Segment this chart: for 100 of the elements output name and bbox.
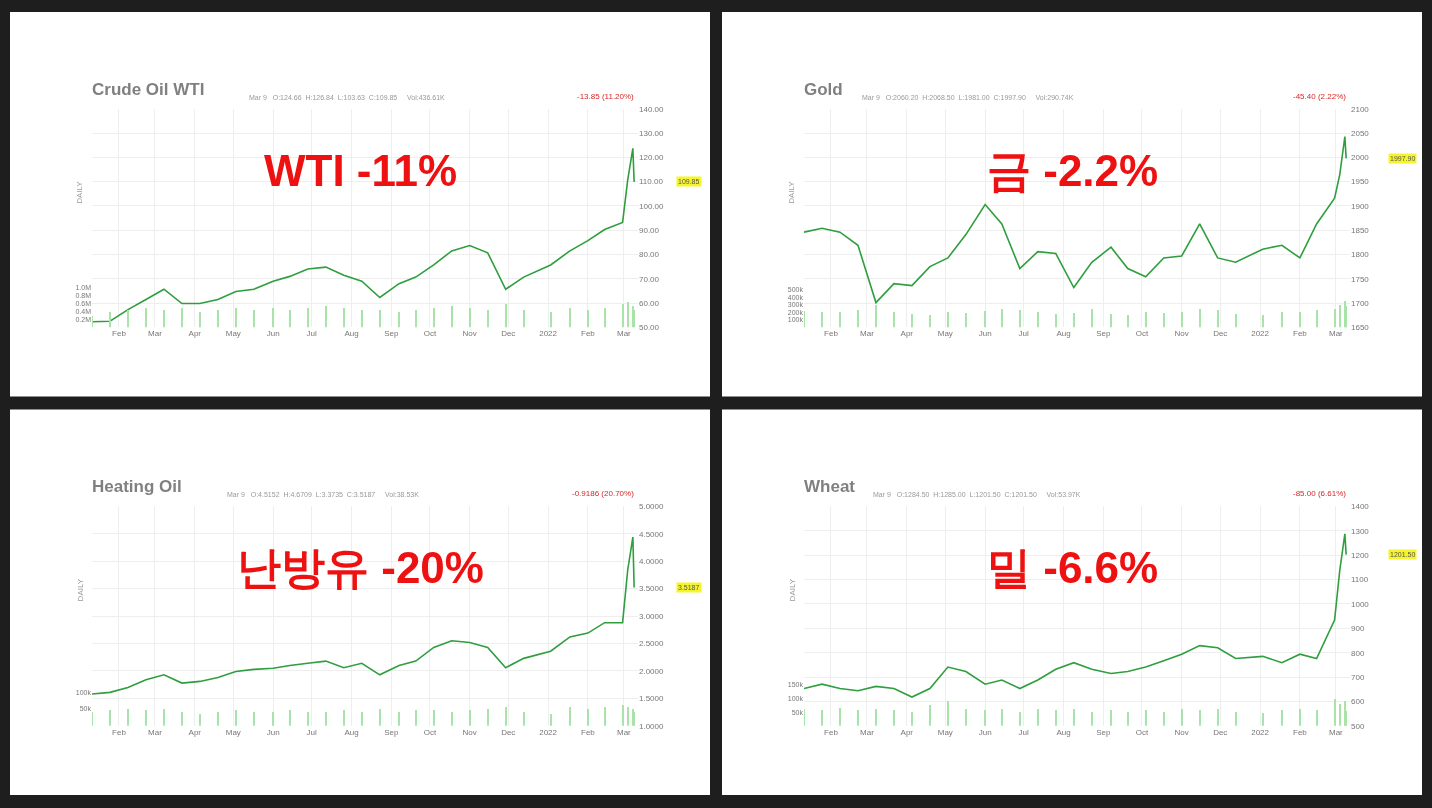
bar — [984, 710, 986, 726]
bar — [1055, 710, 1057, 726]
bar — [415, 309, 417, 328]
y-tick-label: 3.5000 — [639, 584, 665, 594]
y-tick-label: 1000 — [1351, 599, 1370, 609]
bar — [163, 309, 165, 328]
bar — [469, 307, 471, 328]
x-tick-label: Nov — [462, 727, 477, 737]
bar — [361, 309, 363, 328]
bar — [1281, 710, 1283, 726]
bar — [550, 714, 552, 726]
bar — [325, 305, 327, 328]
bar — [622, 303, 624, 328]
bar — [523, 712, 525, 726]
bar — [272, 307, 274, 328]
bar — [199, 714, 201, 726]
chart-title: Crude Oil WTI — [92, 80, 205, 99]
bar — [839, 311, 841, 328]
line-series — [92, 147, 635, 323]
bar — [947, 311, 949, 328]
bar — [893, 311, 895, 328]
x-tick-label: Jun — [266, 329, 280, 339]
bar — [1110, 710, 1112, 726]
x-tick-label: Feb — [824, 329, 839, 339]
y-tick-label: 900 — [1351, 624, 1365, 634]
bar — [451, 305, 453, 328]
bar — [145, 710, 147, 726]
bar — [1127, 712, 1129, 726]
y-tick-label: 2050 — [1351, 128, 1370, 138]
bar — [1316, 710, 1318, 726]
bar — [398, 311, 400, 328]
y-tick-label: 130.00 — [639, 128, 665, 138]
bar — [1235, 313, 1237, 328]
bar — [911, 712, 913, 726]
bar — [587, 709, 589, 726]
bar — [1145, 710, 1147, 726]
x-tick-label: Feb — [1293, 329, 1308, 339]
bar — [253, 712, 255, 726]
x-tick-label: Sep — [384, 329, 400, 339]
x-tick-label: Oct — [423, 329, 437, 339]
y-tick-label: 80.00 — [639, 250, 660, 260]
bar — [587, 309, 589, 328]
bar — [343, 710, 345, 726]
y-tick-label: 60.00 — [639, 298, 660, 308]
y-tick-label: 4.0000 — [639, 557, 665, 567]
line-series — [92, 536, 635, 695]
bar — [289, 710, 291, 726]
y-tick-label: 600 — [1351, 697, 1365, 707]
y-tick-label: 4.5000 — [639, 529, 665, 539]
x-tick-label: Jul — [1018, 329, 1030, 339]
annotation: 난방유 -20% — [237, 543, 484, 592]
bar — [627, 707, 629, 726]
y-tick-label: 1300 — [1351, 526, 1370, 536]
bar — [217, 309, 219, 328]
x-tick-label: Aug — [344, 727, 359, 737]
bar — [821, 311, 823, 328]
bar — [361, 712, 363, 726]
bar — [127, 709, 129, 726]
bar — [929, 705, 931, 726]
bar — [1262, 713, 1264, 726]
bar — [109, 311, 111, 328]
bar — [379, 309, 381, 328]
x-tick-label: Feb — [824, 727, 839, 737]
x-tick-label: Nov — [462, 329, 477, 339]
bar — [1334, 699, 1336, 726]
y-tick-label: 5.0000 — [639, 502, 665, 512]
x-tick-label: 2022 — [1251, 727, 1270, 737]
bar — [821, 710, 823, 726]
bar — [307, 712, 309, 726]
bar — [1037, 311, 1039, 328]
text: -85.00 (6.61%) — [1293, 489, 1347, 498]
x-tick-label: Mar — [148, 329, 163, 339]
bar — [1163, 312, 1165, 328]
x-tick-label: Mar — [860, 727, 875, 737]
x-tick-label: Jun — [978, 727, 992, 737]
x-tick-label: Sep — [384, 727, 400, 737]
y-tick-label: 1100 — [1351, 575, 1369, 585]
x-tick-label: Mar — [1328, 329, 1344, 339]
annotation: WTI -11% — [264, 146, 458, 195]
bar — [433, 710, 435, 726]
bar — [604, 707, 606, 726]
x-tick-label: Aug — [1056, 727, 1071, 737]
x-tick-label: Jun — [266, 727, 280, 737]
bar — [1127, 314, 1129, 328]
bar — [1217, 709, 1219, 726]
bar — [1217, 309, 1219, 328]
x-tick-label: 2022 — [1251, 329, 1270, 339]
x-tick-label: Feb — [581, 329, 596, 339]
bar — [947, 701, 949, 726]
bar — [1091, 712, 1093, 726]
x-tick-label: Sep — [1096, 727, 1112, 737]
y-tick-label: 1400 — [1351, 502, 1370, 512]
x-tick-label: Nov — [1174, 727, 1189, 737]
text: DAILY — [75, 578, 85, 602]
bar — [1199, 308, 1201, 328]
x-tick-label: Feb — [1293, 727, 1308, 737]
bar — [1181, 709, 1183, 726]
text: DAILY — [787, 578, 797, 602]
x-tick-label: May — [225, 329, 241, 339]
x-tick-label: Mar — [148, 727, 163, 737]
